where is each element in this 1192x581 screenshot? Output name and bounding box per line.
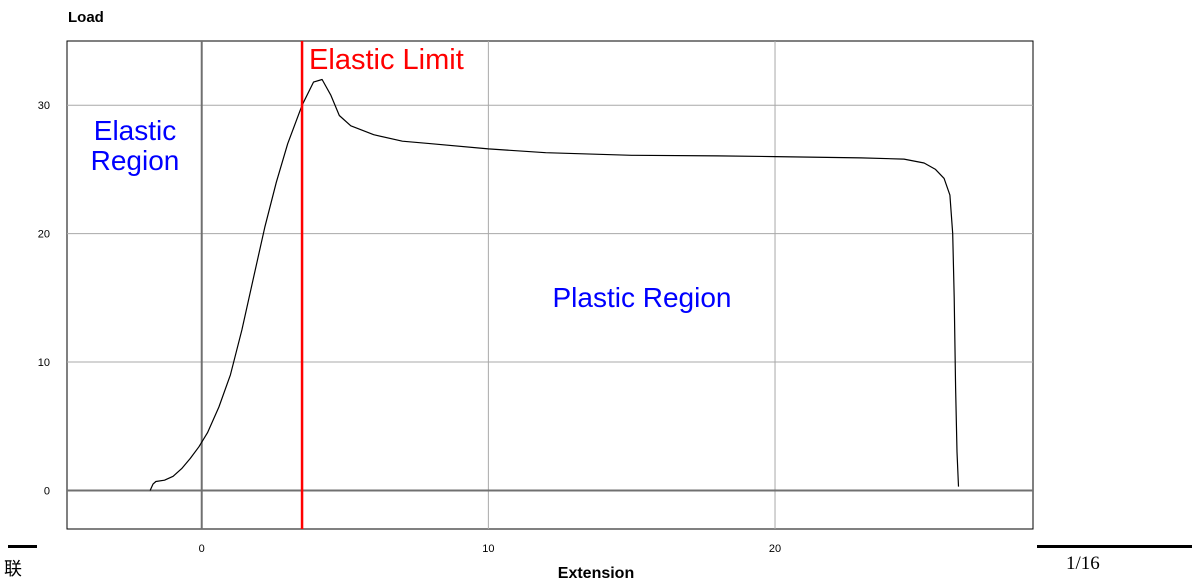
footer-rule-left [8, 545, 37, 548]
y-axis-label: Load [68, 9, 104, 26]
x-tick-label: 20 [769, 543, 781, 555]
axis-lines [67, 41, 1033, 529]
series-layer [149, 78, 960, 491]
y-tick-label: 20 [38, 229, 50, 241]
load-curve [149, 78, 960, 491]
marker-layer: Elastic Limit [300, 41, 464, 529]
plastic-region-label: Plastic Region [553, 282, 732, 313]
plot-frame [66, 40, 1034, 530]
footer-left-text: 联 [4, 559, 22, 580]
x-tick-label: 10 [482, 543, 494, 555]
tick-labels: 0 10 20 0 10 20 30 [38, 100, 781, 555]
elastic-limit-label: Elastic Limit [309, 44, 464, 76]
y-tick-label: 0 [44, 485, 50, 497]
grid-lines [67, 41, 1033, 529]
page-number: 1/16 [1066, 553, 1100, 574]
elastic-region-label: Elastic [94, 115, 176, 146]
footer-rule-right [1037, 545, 1192, 548]
y-tick-label: 30 [38, 100, 50, 112]
x-axis-label: Extension [558, 565, 634, 580]
y-tick-label: 10 [38, 357, 50, 369]
x-tick-label: 0 [199, 543, 205, 555]
elastic-region-label: Region [91, 145, 180, 176]
